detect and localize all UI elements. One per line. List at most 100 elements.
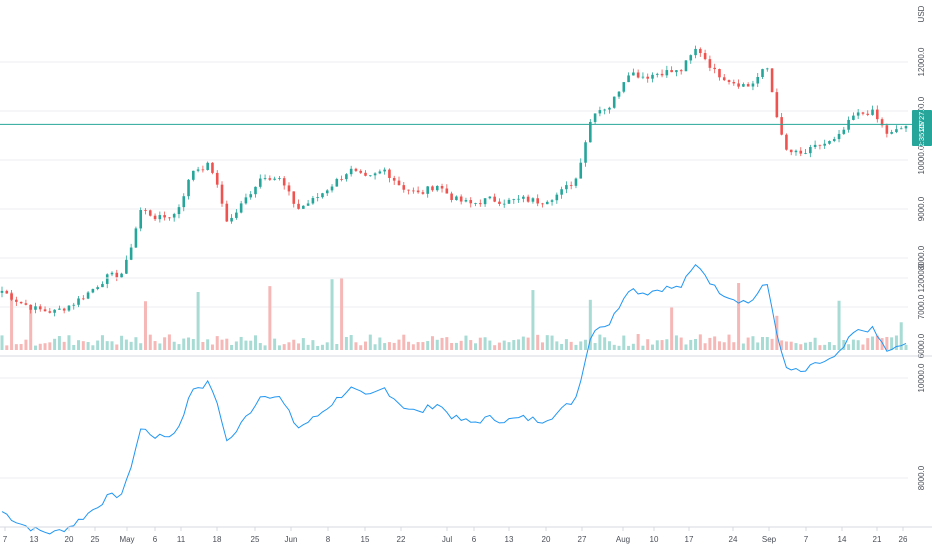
candle [306,199,310,206]
candle [584,140,587,167]
volume-bar [627,345,631,350]
volume-bar [536,334,540,350]
volume-bar [72,344,76,350]
volume-bar [383,343,387,350]
countdown-value: 02:35:25 [917,122,926,151]
candle [703,49,707,61]
indicator-axis: 8000.0 10000.0 12000.0 [917,263,926,490]
candle [321,192,324,199]
volume-bar [459,340,463,350]
volume-bar [344,336,348,350]
candle [397,176,401,186]
candle [742,82,745,88]
volume-bar [33,345,37,350]
volume-bar [569,341,573,350]
candle [479,199,482,207]
candle [268,175,272,181]
candles [0,45,908,317]
volume-bar [14,344,18,350]
volume-bar [187,337,191,350]
candle [579,158,583,179]
candle [464,197,468,203]
volume-bar [847,344,851,350]
candle [818,144,822,150]
candle [407,189,410,195]
indicator-tick-label: 12000.0 [917,263,926,292]
volume-bar [407,341,411,350]
volume-bar [890,337,894,350]
candle [311,195,315,205]
volume-bar [196,292,200,350]
volume-bar [29,305,33,350]
candle [402,181,406,193]
candle [10,290,13,301]
volume-bar [507,342,511,350]
candle [72,302,76,310]
volume-bar [91,345,95,350]
volume-bar [708,337,712,350]
candle [545,200,549,205]
candle [24,299,28,306]
candle [617,91,621,99]
candle [34,302,37,314]
candle [62,307,66,314]
volume-bar [244,340,248,350]
volume-bar [134,337,138,350]
candle [86,291,90,300]
time-tick-label: 13 [505,535,514,544]
volume-bar [717,341,721,350]
volume-bar [689,339,693,350]
candle [383,167,386,175]
volume-bar [837,300,841,350]
time-tick-label: 26 [899,535,908,544]
candle [67,305,71,312]
candle [435,185,439,192]
candle [842,126,846,135]
candle [732,79,736,86]
candle [483,198,487,207]
volume-bar [737,283,741,350]
candle [684,59,688,72]
candle [876,105,879,123]
time-axis[interactable]: 7 13 20 25 May 6 11 18 25 Jun 8 15 22 Jul 6 13 20 27 Aug 10… [3,527,908,544]
volume-bar [622,335,626,350]
volume-bar [440,337,444,350]
volume-bar [665,339,669,350]
candle [134,226,138,249]
volume-bar [550,335,554,350]
candle [5,289,9,294]
volume-bar [359,345,363,350]
time-tick-label: 27 [578,535,587,544]
candle [737,79,740,89]
volume-bar [804,342,808,350]
volume-bar [474,343,478,350]
price-tick-label: 12000.0 [917,47,926,76]
candle [756,72,760,88]
volume-bar [249,340,253,350]
candle [48,307,52,314]
time-tick-label: 7 [804,535,809,544]
volume-bar [875,335,879,350]
candle [636,69,640,79]
volume-bar [612,344,616,350]
volume-bar [306,344,310,350]
candle [19,301,23,305]
volume-bar [713,336,717,350]
candle [785,133,788,151]
candle [770,68,774,93]
volume-bar [794,343,798,350]
volume-bar [703,343,707,350]
candle [144,208,147,215]
candle [689,54,693,64]
volume-bar [823,344,827,350]
volume-bar [172,341,176,350]
time-tick-label: 25 [251,535,260,544]
volume-bar [674,335,678,350]
volume-bar [430,336,434,350]
candle [799,147,803,157]
volume-bar [646,339,650,350]
candle [211,162,214,175]
candle [722,74,726,82]
volume-bar [43,343,47,350]
